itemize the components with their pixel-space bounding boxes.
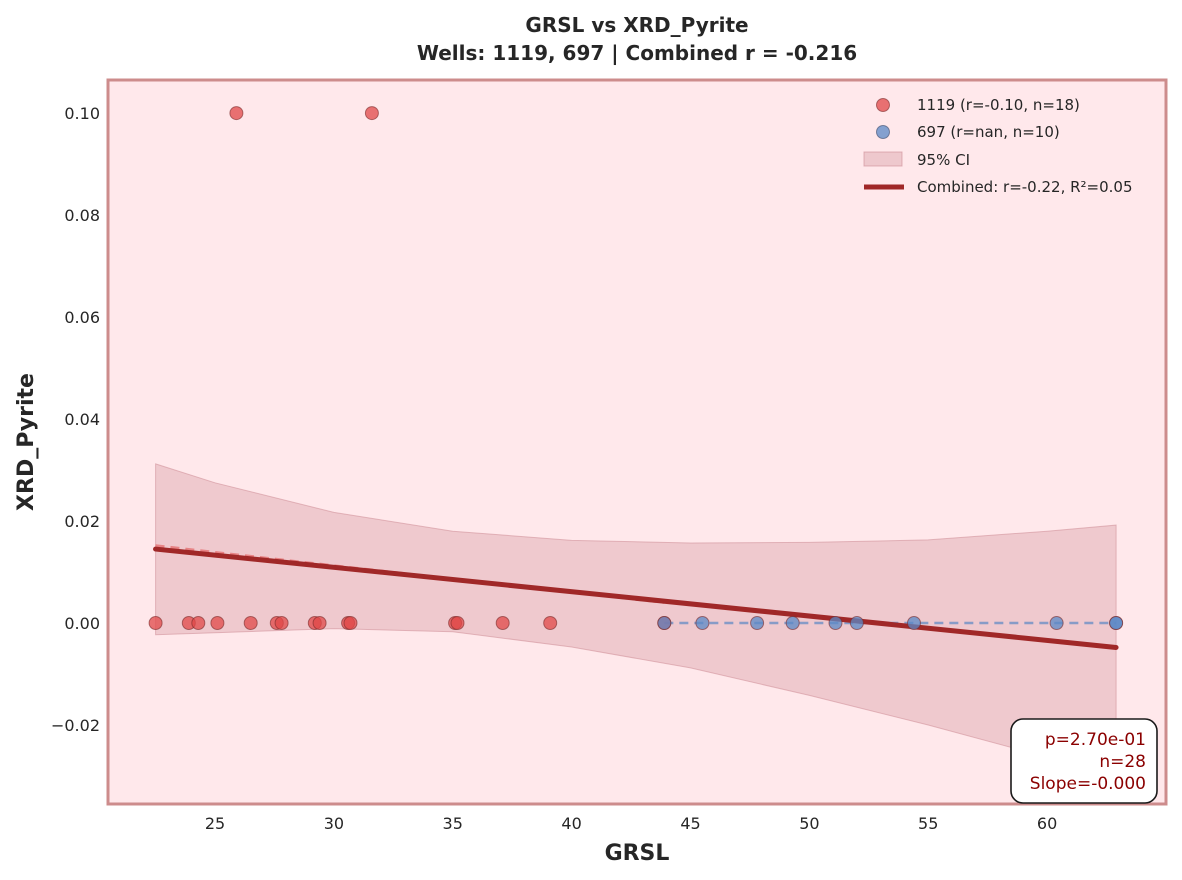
data-point-697 <box>657 616 672 630</box>
y-tick-label: 0.00 <box>64 614 100 633</box>
data-point-697 <box>849 616 864 630</box>
data-point-1119 <box>148 616 163 630</box>
data-point-1119 <box>364 106 379 121</box>
y-tick-label: 0.10 <box>64 104 100 123</box>
data-point-1119 <box>450 616 465 630</box>
stats-box-frame <box>1010 718 1158 804</box>
legend-marker-1119 <box>876 98 890 112</box>
legend-label-combined: Combined: r=-0.22, R²=0.05 <box>917 178 1133 196</box>
plot-frame <box>106 78 1168 806</box>
data-point-697 <box>1109 616 1124 630</box>
legend-item-697: 697 (r=nan, n=10) <box>876 123 1060 141</box>
x-axis-ticks: 25 30 35 40 45 50 55 60 <box>205 814 1057 833</box>
legend-label-1119: 1119 (r=-0.10, n=18) <box>917 96 1080 114</box>
legend-item-combined: Combined: r=-0.22, R²=0.05 <box>864 178 1133 196</box>
y-axis-ticks: −0.02 0.00 0.02 0.04 0.06 0.08 0.10 <box>51 104 100 735</box>
x-tick-label: 30 <box>324 814 344 833</box>
data-point-1119 <box>210 616 225 630</box>
data-point-1119 <box>343 616 358 630</box>
combined-fit-line <box>153 546 1119 650</box>
data-point-1119 <box>543 616 558 630</box>
x-tick-label: 45 <box>680 814 700 833</box>
stats-p-value: p=2.70e-01 <box>1045 730 1146 750</box>
data-point-1119 <box>312 616 327 630</box>
y-axis-label: XRD_Pyrite <box>14 373 39 511</box>
chart-subtitle: Wells: 1119, 697 | Combined r = -0.216 <box>417 41 857 65</box>
data-point-697 <box>1049 616 1064 630</box>
legend-marker-697 <box>876 125 890 139</box>
x-tick-label: 55 <box>918 814 938 833</box>
stats-slope: Slope=-0.000 <box>1030 774 1146 794</box>
x-axis-label: GRSL <box>605 841 670 866</box>
x-tick-label: 25 <box>205 814 225 833</box>
data-point-1119 <box>191 616 206 630</box>
x-tick-label: 60 <box>1037 814 1057 833</box>
chart-title: GRSL vs XRD_Pyrite <box>525 13 748 37</box>
data-point-1119 <box>495 616 510 630</box>
legend: 1119 (r=-0.10, n=18) 697 (r=nan, n=10) 9… <box>863 96 1133 196</box>
plot-area <box>108 80 1166 804</box>
legend-label-ci: 95% CI <box>917 151 970 169</box>
data-point-1119 <box>229 106 244 121</box>
legend-swatch-ci <box>863 151 903 167</box>
y-tick-label: 0.06 <box>64 308 100 327</box>
y-tick-label: −0.02 <box>51 716 100 735</box>
y-tick-label: 0.02 <box>64 512 100 531</box>
x-tick-label: 50 <box>799 814 819 833</box>
x-tick-label: 40 <box>561 814 581 833</box>
data-points-layer <box>148 106 1124 630</box>
data-point-1119 <box>274 616 289 630</box>
data-point-697 <box>695 616 710 630</box>
legend-item-1119: 1119 (r=-0.10, n=18) <box>876 96 1080 114</box>
stats-n: n=28 <box>1099 752 1146 772</box>
data-point-1119 <box>243 616 258 630</box>
data-point-697 <box>907 616 921 630</box>
y-tick-label: 0.04 <box>64 410 100 429</box>
legend-label-697: 697 (r=nan, n=10) <box>917 123 1060 141</box>
x-tick-label: 35 <box>443 814 463 833</box>
y-tick-label: 0.08 <box>64 206 100 225</box>
stats-box: p=2.70e-01 n=28 Slope=-0.000 <box>1010 718 1158 804</box>
data-point-697 <box>828 616 843 630</box>
combined-fit-layer <box>153 546 1119 650</box>
legend-item-ci: 95% CI <box>863 151 970 169</box>
data-point-697 <box>750 616 765 630</box>
data-point-697 <box>785 616 800 630</box>
